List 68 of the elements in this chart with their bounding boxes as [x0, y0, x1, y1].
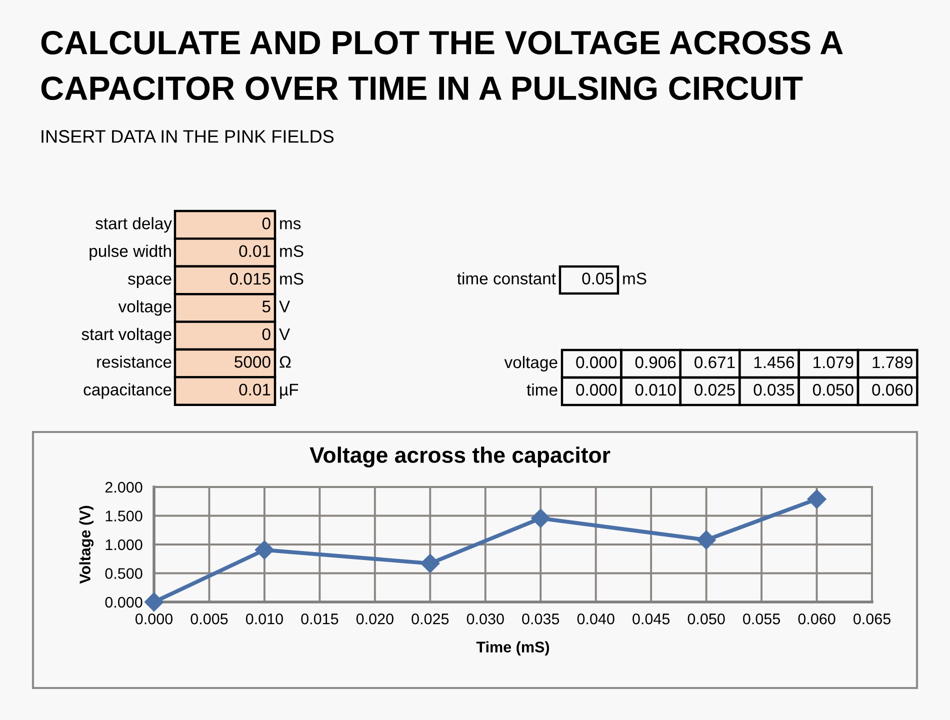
text: V — [279, 300, 290, 312]
point — [696, 530, 716, 550]
point — [807, 490, 826, 509]
x-tick-label: 0.000 — [135, 614, 173, 624]
x-tick-label: 0.015 — [301, 614, 338, 624]
y-axis-title: Voltage (V) — [79, 506, 94, 584]
x-tick-label: 0.060 — [798, 614, 836, 624]
text: voltage — [504, 356, 558, 372]
text: mS — [280, 272, 304, 285]
text: mS — [623, 272, 646, 284]
text: 0.05 — [582, 272, 614, 284]
chart-title: Voltage across the capacitor — [310, 446, 610, 468]
text: 1.456 — [754, 356, 794, 368]
text: resistance — [97, 356, 172, 368]
y-tick-label: 2.000 — [105, 482, 142, 493]
text: 5000 — [234, 356, 270, 368]
text: 5 — [262, 300, 270, 312]
x-tick-label: 0.010 — [246, 614, 283, 624]
x-tick-label: 0.030 — [466, 614, 504, 624]
x-tick-label: 0.005 — [190, 614, 228, 624]
text: voltage — [118, 300, 172, 316]
point — [531, 508, 550, 528]
text: CALCULATE AND PLOT THE VOLTAGE ACROSS A CAPACITOR OVER TIME IN A PULSING CIRCUIT — [41, 30, 843, 100]
text: 0.060 — [872, 384, 913, 396]
x-tick-label: 0.020 — [356, 614, 394, 624]
x-tick-label: 0.040 — [577, 614, 614, 624]
text: 0.01 — [239, 245, 270, 258]
x-axis-title: Time (mS) — [476, 641, 550, 656]
text: 1.079 — [814, 356, 854, 368]
point — [420, 554, 440, 573]
y-tick-label: 1.000 — [106, 539, 142, 550]
text: 0.906 — [635, 356, 676, 368]
text: 0 — [262, 218, 270, 230]
text: V — [279, 328, 290, 340]
text: 1.789 — [872, 356, 912, 368]
text: start delay — [96, 217, 172, 233]
x-tick-label: 0.055 — [743, 614, 780, 624]
text: 0.025 — [694, 384, 735, 396]
point — [254, 540, 274, 560]
text: 0 — [262, 328, 270, 340]
text: mS — [280, 245, 304, 258]
text: 0.01 — [239, 384, 270, 396]
y-tick-label: 0.000 — [105, 596, 142, 608]
text: 0.000 — [576, 384, 617, 396]
text: start voltage — [82, 328, 172, 344]
text: 0.671 — [694, 356, 735, 368]
text: INSERT DATA IN THE PINK FIELDS — [42, 130, 334, 143]
text: ms — [280, 220, 301, 230]
x-tick-label: 0.025 — [412, 614, 449, 624]
y-tick-label: 0.500 — [105, 568, 142, 579]
text: 0.010 — [635, 384, 676, 396]
text: 0.050 — [812, 384, 854, 396]
text: 0.000 — [576, 356, 617, 368]
text: pulse width — [90, 244, 171, 260]
text: capacitance — [84, 383, 172, 399]
text: Ω — [280, 356, 291, 368]
text: µF — [280, 384, 298, 399]
text: space — [128, 276, 172, 288]
text: 0.015 — [230, 272, 270, 285]
text: time constant — [457, 272, 556, 284]
x-tick-label: 0.035 — [522, 614, 560, 624]
x-tick-label: 0.045 — [632, 614, 670, 624]
point — [144, 592, 164, 612]
text: time — [526, 383, 558, 396]
text: 0.035 — [754, 384, 794, 396]
x-tick-label: 0.050 — [688, 614, 725, 624]
x-tick-label: 0.065 — [853, 614, 890, 624]
y-tick-label: 1.500 — [106, 510, 142, 522]
